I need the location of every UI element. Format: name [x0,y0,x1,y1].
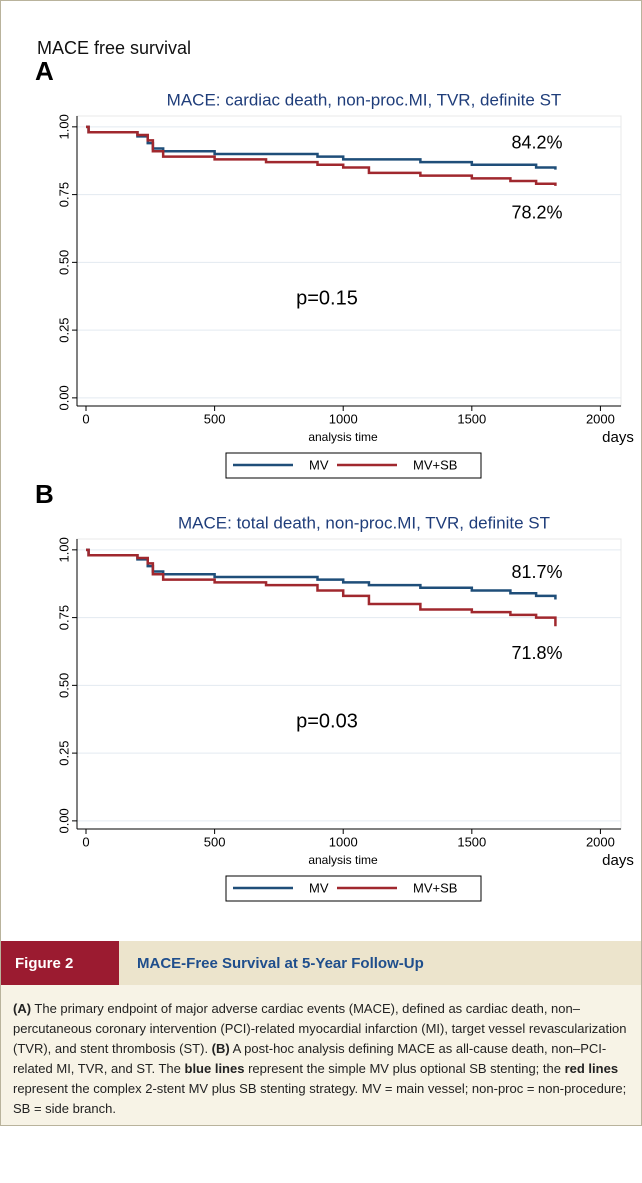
y-tick-label: 0.25 [56,740,71,765]
x-tick-label: 1500 [457,834,486,849]
survival-line [86,125,557,186]
x-tick-label: 2000 [586,411,615,426]
x-axis-label: analysis time [308,853,378,867]
figure-label: Figure 2 [1,941,119,985]
caption-run: red lines [564,1061,619,1076]
y-tick-label: 0.75 [56,182,71,207]
caption-run: represent the simple MV plus optional SB… [244,1061,565,1076]
y-tick-label: 0.50 [56,250,71,275]
end-label: 81.7% [511,562,562,582]
y-tick-label: 0.75 [56,605,71,630]
end-label: 84.2% [511,132,562,152]
x-tick-label: 500 [204,411,226,426]
y-tick-label: 1.00 [56,114,71,139]
end-label: 78.2% [511,203,562,223]
x-axis-label: analysis time [308,430,378,444]
caption-run: (A) [13,1001,32,1016]
x-tick-label: 1500 [457,411,486,426]
x-tick-label: 2000 [586,834,615,849]
y-tick-label: 1.00 [56,537,71,562]
survival-line [86,548,557,600]
chart-title: MACE: total death, non-proc.MI, TVR, def… [178,513,550,532]
x-tick-label: 1000 [329,411,358,426]
x-tick-label: 0 [82,834,89,849]
legend-label: MV [309,457,329,472]
figure-title: MACE-Free Survival at 5-Year Follow-Up [137,954,424,972]
panel-letter: B [35,479,54,509]
caption-run: A post-hoc analysis defining MACE as all… [13,1041,607,1076]
x-tick-label: 500 [204,834,226,849]
y-tick-label: 0.00 [56,385,71,410]
y-tick-label: 0.25 [56,317,71,342]
caption-run: The primary endpoint of major adverse ca… [13,1001,627,1056]
p-value: p=0.03 [296,710,358,732]
x-tick-label: 0 [82,411,89,426]
charts: MACE free survival A MACE: cardiac death,… [35,38,634,902]
caption: (A) The primary endpoint of major advers… [1,985,641,1125]
figure-heading: Figure 2 MACE-Free Survival at 5-Year Fo… [1,941,641,985]
caption-run: (B) [211,1041,230,1056]
legend-label: MV [309,880,329,895]
chart-title: MACE: cardiac death, non-proc.MI, TVR, d… [167,90,562,109]
legend-box [225,452,482,479]
survival-line [86,125,557,170]
p-value: p=0.15 [296,287,358,309]
y-tick-label: 0.00 [56,808,71,833]
caption-run: blue lines [184,1061,245,1076]
x-unit-label: days [602,429,634,446]
legend-box [225,875,482,902]
y-tick-label: 0.50 [56,673,71,698]
x-tick-label: 1000 [329,834,358,849]
survival-line [86,548,557,627]
panel-letter: A [35,56,54,86]
plot-area [76,538,622,830]
end-label: 71.8% [511,643,562,663]
legend-label: MV+SB [413,457,457,472]
legend-label: MV+SB [413,880,457,895]
caption-run: represent the complex 2-stent MV plus SB… [13,1081,627,1116]
x-unit-label: days [602,852,634,869]
header-title: MACE free survival [37,38,191,58]
figure: MACE free survival A MACE: cardiac death,… [0,0,642,1126]
